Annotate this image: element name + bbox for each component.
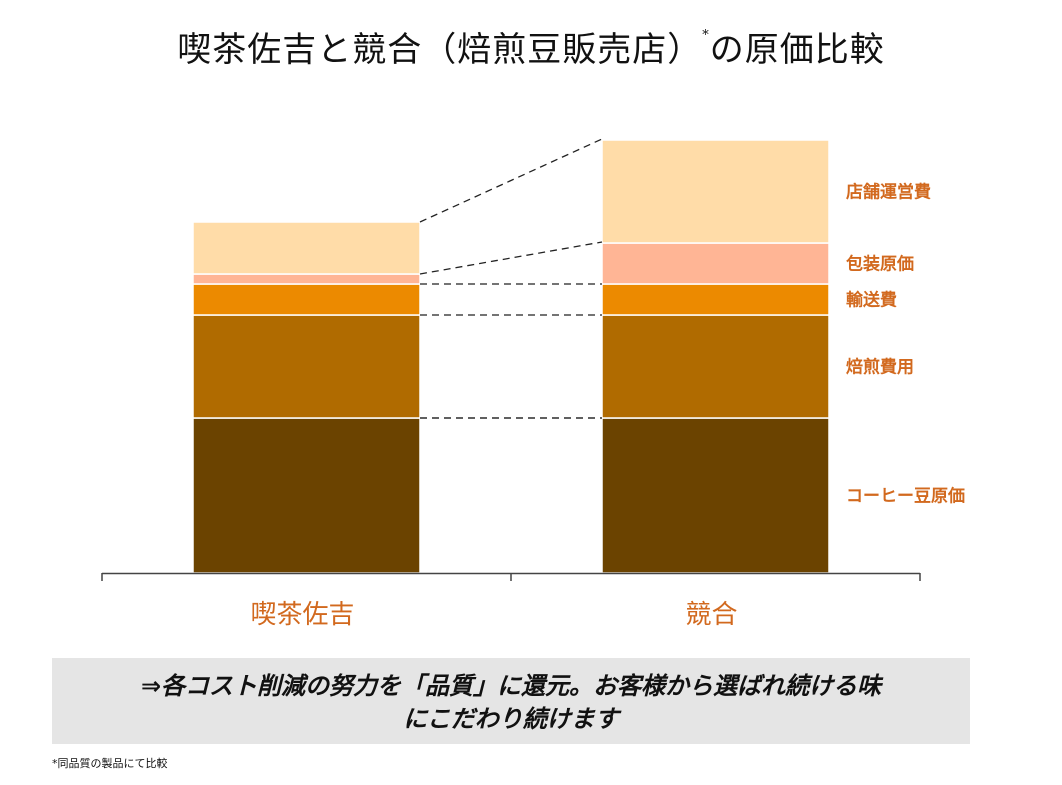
bar-segment bbox=[601, 314, 830, 419]
bar-segment bbox=[601, 242, 830, 285]
connector-line bbox=[419, 241, 603, 275]
bar-segment bbox=[601, 417, 830, 574]
bar-segment bbox=[601, 283, 830, 316]
footnote: *同品質の製品にて比較 bbox=[52, 757, 168, 770]
series-label: 輸送費 bbox=[846, 290, 897, 311]
conclusion-box: ⇒各コスト削減の努力を「品質」に還元。お客様から選ばれ続ける味 にこだわり続けま… bbox=[52, 658, 970, 744]
category-label: 競合 bbox=[685, 600, 737, 630]
series-label: コーヒー豆原価 bbox=[846, 486, 965, 507]
page-title: 喫茶佐吉と競合（焙煎豆販売店）*の原価比較 bbox=[0, 22, 1062, 71]
bar-segment bbox=[601, 139, 830, 244]
conclusion-line-2: にこだわり続けます bbox=[403, 705, 619, 733]
title-footnote-marker: * bbox=[702, 28, 710, 43]
series-label: 店舗運営費 bbox=[846, 182, 931, 203]
connector-line bbox=[419, 138, 603, 223]
series-label: 包装原価 bbox=[846, 254, 914, 275]
bar-segment bbox=[192, 273, 421, 285]
conclusion-line-1: ⇒各コスト削減の努力を「品質」に還元。お客様から選ばれ続ける味 bbox=[140, 672, 882, 700]
series-label: 焙煎費用 bbox=[846, 357, 914, 378]
title-suffix: の原価比較 bbox=[709, 30, 885, 70]
title-text: 喫茶佐吉と競合（焙煎豆販売店） bbox=[177, 30, 703, 70]
bar-segment bbox=[192, 417, 421, 574]
bar-segment bbox=[192, 314, 421, 419]
bar-segment bbox=[192, 221, 421, 275]
bar-segment bbox=[192, 283, 421, 316]
category-label: 喫茶佐吉 bbox=[250, 600, 354, 630]
